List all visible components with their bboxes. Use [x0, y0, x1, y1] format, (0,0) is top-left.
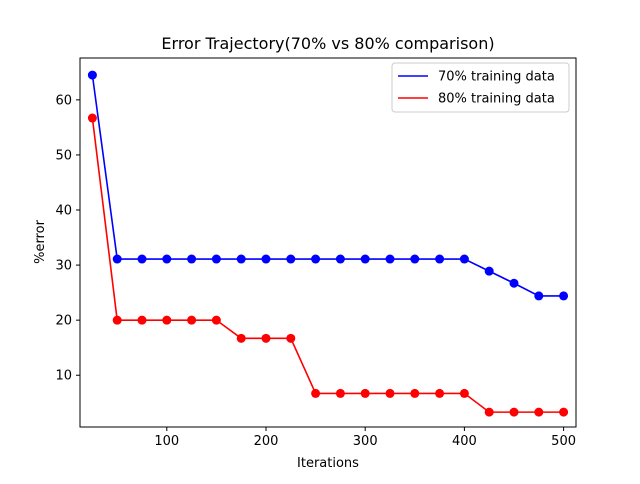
data-point	[435, 254, 445, 264]
data-point	[534, 407, 544, 417]
data-point	[211, 254, 221, 264]
data-point	[459, 254, 469, 264]
data-point	[534, 291, 544, 301]
data-point	[211, 315, 221, 325]
data-point	[559, 291, 569, 301]
chart-title: Error Trajectory(70% vs 80% comparison)	[161, 34, 494, 53]
x-tick-label: 100	[154, 434, 179, 449]
data-point	[509, 407, 519, 417]
data-point	[311, 388, 321, 398]
legend-label-70: 70% training data	[438, 70, 555, 85]
data-point	[459, 388, 469, 398]
data-point	[484, 266, 494, 276]
legend-label-80: 80% training data	[438, 92, 555, 107]
data-point	[509, 278, 519, 288]
data-point	[112, 315, 122, 325]
data-point	[335, 388, 345, 398]
legend: 70% training data 80% training data	[391, 62, 570, 113]
plot-frame	[79, 57, 577, 428]
data-point	[112, 254, 122, 264]
data-point	[137, 315, 147, 325]
legend-box	[391, 62, 570, 113]
data-point	[559, 407, 569, 417]
data-point	[335, 254, 345, 264]
y-tick-label: 30	[55, 259, 72, 274]
data-point	[435, 388, 445, 398]
data-point	[360, 254, 370, 264]
y-tick-label: 10	[55, 369, 72, 384]
data-point	[187, 254, 197, 264]
y-axis-ticks: 10 20 30 40 50 60	[55, 93, 80, 384]
x-axis-label: Iterations	[297, 456, 359, 471]
x-tick-label: 400	[452, 434, 477, 449]
y-tick-label: 40	[55, 204, 72, 219]
data-point	[385, 388, 395, 398]
data-point	[311, 254, 321, 264]
data-point	[162, 315, 172, 325]
y-tick-label: 50	[55, 148, 72, 163]
series-layer	[87, 70, 569, 417]
data-point	[484, 407, 494, 417]
data-point	[410, 388, 420, 398]
x-axis-ticks: 100 200 300 400 500	[154, 427, 576, 449]
data-point	[137, 254, 147, 264]
y-tick-label: 20	[55, 314, 72, 329]
data-point	[286, 254, 296, 264]
y-axis-label: %error	[33, 219, 48, 263]
data-point	[187, 315, 197, 325]
data-point	[162, 254, 172, 264]
data-point	[236, 333, 246, 343]
data-point	[236, 254, 246, 264]
data-point	[87, 113, 97, 123]
y-tick-label: 60	[55, 93, 72, 108]
x-tick-label: 200	[254, 434, 279, 449]
data-point	[360, 388, 370, 398]
data-point	[261, 333, 271, 343]
data-point	[385, 254, 395, 264]
data-point	[87, 70, 97, 80]
data-point	[410, 254, 420, 264]
data-point	[286, 333, 296, 343]
x-tick-label: 300	[353, 434, 378, 449]
x-tick-label: 500	[551, 434, 576, 449]
data-point	[261, 254, 271, 264]
